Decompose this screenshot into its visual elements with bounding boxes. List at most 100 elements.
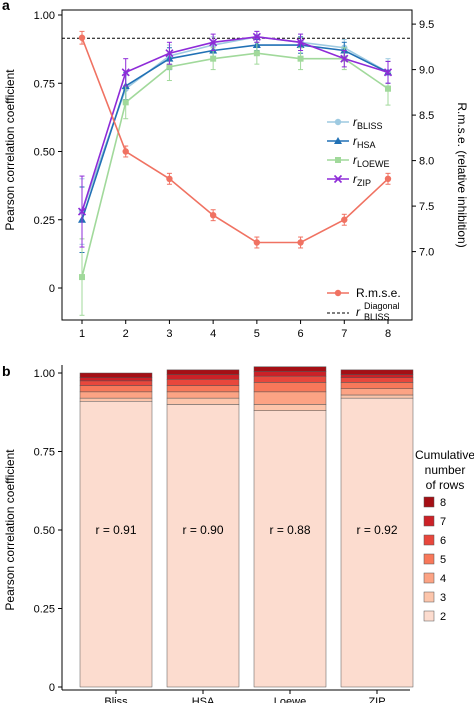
panel-a-ytick-label: 1.00 xyxy=(34,10,55,22)
category-label: Bliss xyxy=(104,696,128,703)
series-zip-point xyxy=(77,207,87,216)
correlation-annotation: r = 0.91 xyxy=(95,523,136,537)
legend-label: 6 xyxy=(440,535,446,547)
bar-hsa: HSA r = 0.90 xyxy=(166,369,240,703)
legend-swatch xyxy=(423,553,435,565)
legend-symbol: r xyxy=(353,172,358,186)
series-rmse-point xyxy=(209,212,217,219)
bar-segment-rows-5 xyxy=(166,385,240,393)
series-loewe-point xyxy=(210,55,217,62)
panel-b-ytick-label: 1.00 xyxy=(34,368,55,380)
series-rmse-point xyxy=(166,175,173,182)
bar-segment-rows-6 xyxy=(79,380,153,386)
bar-segment-rows-2 xyxy=(340,397,414,688)
bar-segment-rows-7 xyxy=(340,374,414,378)
series-loewe-point xyxy=(253,50,260,57)
panel-a-axes: 0 0.25 0.50 0.75 1.00 7.0 7.5 8.0 8.5 9.0 9.5 1 2 3 4 5… xyxy=(34,9,434,340)
bar-segment-rows-8 xyxy=(340,369,414,375)
panel-a-y2tick-label: 8.5 xyxy=(419,110,434,122)
legend-subscript: BLISS xyxy=(357,121,383,131)
panel-b-ytick-label: 0.75 xyxy=(34,447,55,459)
legend-item-rows-5: 5 xyxy=(423,553,446,566)
series-loewe-point xyxy=(297,55,304,62)
legend-swatch xyxy=(423,515,435,527)
panel-b-axes: 0 0.25 0.50 0.75 1.00 xyxy=(34,365,410,694)
panel-a-xtick-label: 8 xyxy=(385,328,391,340)
category-label: ZIP xyxy=(368,696,385,703)
series-rmse-line xyxy=(81,37,389,244)
legend-marker xyxy=(334,118,342,126)
series-loewe-point xyxy=(385,85,391,92)
bar-segment-rows-7 xyxy=(253,371,327,377)
bar-segment-rows-4 xyxy=(340,388,414,396)
panel-a-label: a xyxy=(2,0,10,13)
legend-label: R.m.s.e. xyxy=(356,286,401,300)
series-rmse-point xyxy=(297,239,304,246)
legend-marker xyxy=(335,157,341,163)
bar-segment-rows-5 xyxy=(340,382,414,389)
bar-segment-rows-3 xyxy=(79,397,153,402)
bar-segment-rows-4 xyxy=(79,391,153,399)
bar-segment-rows-4 xyxy=(166,391,240,399)
panel-a-xtick-label: 3 xyxy=(166,328,172,340)
legend-swatch xyxy=(423,496,435,508)
legend-marker xyxy=(333,174,343,184)
category-label: Loewe xyxy=(274,696,306,703)
panel-a-y2tick-label: 9.0 xyxy=(419,65,434,77)
panel-a-line-chart: a Pearson correlation coefficient R.m.s.… xyxy=(2,0,469,340)
legend-subscript: BLISS xyxy=(364,312,390,322)
legend-symbol: r xyxy=(353,134,358,148)
panel-a-xtick-label: 4 xyxy=(210,328,216,340)
legend-label: 5 xyxy=(440,554,446,566)
legend-marker xyxy=(334,137,342,144)
legend-swatch xyxy=(423,591,435,603)
bar-segment-rows-7 xyxy=(166,374,240,380)
legend-swatch xyxy=(423,572,435,584)
legend-item-rows-4: 4 xyxy=(423,572,446,585)
legend-subscript: HSA xyxy=(357,140,376,150)
legend-title-line: of rows xyxy=(426,478,465,492)
bar-segment-rows-2 xyxy=(79,401,153,688)
series-zip-point xyxy=(383,68,393,77)
panel-a-ytick-label: 0.75 xyxy=(34,78,55,90)
series-bliss-line xyxy=(81,36,389,212)
panel-a-y2tick-label: 7.0 xyxy=(419,247,434,259)
bar-segment-rows-5 xyxy=(253,382,327,393)
bar-segment-rows-3 xyxy=(166,397,240,405)
series-zip-line xyxy=(81,36,389,212)
panel-a-ylabel: Pearson correlation coefficient xyxy=(3,69,17,231)
legend-item-rows-8: 8 xyxy=(423,496,446,509)
panel-a-ytick-label: 0.50 xyxy=(34,147,55,159)
panel-b-label: b xyxy=(2,363,11,379)
bar-loewe: Loewe r = 0.88 xyxy=(253,366,327,703)
legend-swatch xyxy=(423,610,435,622)
panel-a-xtick-label: 6 xyxy=(298,328,304,340)
series-zip-point xyxy=(340,54,349,63)
legend-label: rZIP xyxy=(353,172,371,188)
legend-item-rows-7: 7 xyxy=(423,515,446,528)
panel-a-y2label: R.m.s.e. (relative inhibition) xyxy=(455,102,469,247)
correlation-annotation: r = 0.92 xyxy=(356,523,397,537)
bar-zip: ZIP r = 0.92 xyxy=(340,369,414,703)
panel-a-xtick-label: 2 xyxy=(123,328,129,340)
bar-segment-rows-3 xyxy=(340,394,414,399)
series-zip-point xyxy=(121,68,130,77)
legend-title-line: number xyxy=(425,463,466,477)
legend-label: rBLISS xyxy=(353,115,383,131)
panel-a-series xyxy=(77,30,393,316)
series-zip-point xyxy=(209,38,218,47)
legend-marker xyxy=(334,289,342,297)
correlation-annotation: r = 0.90 xyxy=(182,523,223,537)
legend-label: rHSA xyxy=(353,134,376,150)
bar-segment-rows-2 xyxy=(166,404,240,688)
panel-a-ytick-label: 0.25 xyxy=(34,215,55,227)
series-rmse-point xyxy=(122,148,129,155)
legend-label: 7 xyxy=(440,516,446,528)
series-hsa-line xyxy=(81,44,389,220)
panel-b-bars: Bliss r = 0.91 HSA r = 0.90 Loewe r = 0.88 ZIP… xyxy=(79,366,414,703)
legend-swatch xyxy=(423,534,435,546)
bar-segment-rows-3 xyxy=(253,404,327,411)
